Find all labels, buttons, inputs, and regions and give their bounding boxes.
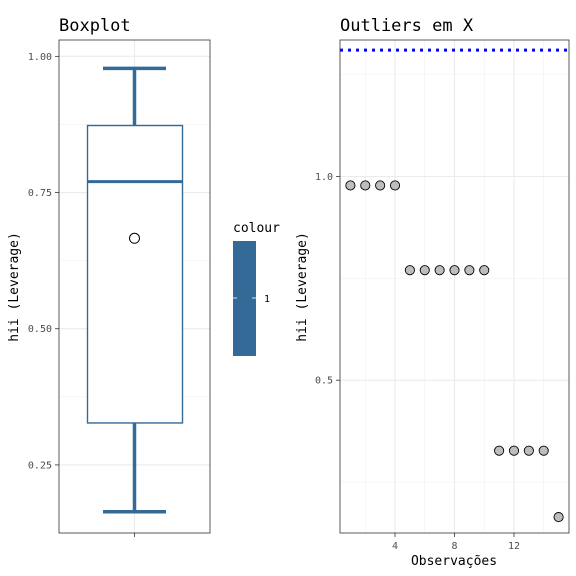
boxplot-box — [86, 66, 184, 514]
scatter-point — [345, 180, 356, 191]
scatter-x-axis-title: Observações — [411, 554, 497, 569]
scatter-point — [479, 265, 490, 276]
scatter-point — [494, 445, 505, 456]
scatter-point — [508, 445, 520, 456]
scatter-points — [345, 180, 564, 523]
scatter-point — [523, 445, 534, 456]
boxplot-y-tick-label: 0.50 — [28, 324, 52, 335]
scatter-x-ticks: 4 8 12 — [392, 533, 520, 552]
scatter-point — [553, 512, 564, 523]
scatter-title: Outliers em X — [340, 16, 474, 36]
scatter-y-ticks: 0.5 1.0 — [315, 172, 340, 387]
boxplot-title: Boxplot — [59, 16, 131, 36]
scatter-y-axis-title: hii (Leverage) — [295, 232, 310, 342]
boxplot-y-tick-label: 0.25 — [28, 460, 52, 471]
legend-title: colour — [233, 221, 280, 236]
boxplot-y-tick-label: 1.00 — [28, 52, 52, 63]
scatter-y-tick-label: 0.5 — [315, 376, 333, 387]
scatter-gridlines — [340, 40, 569, 533]
scatter-y-tick-label: 1.0 — [315, 172, 333, 183]
scatter-panel: Outliers em X 0.5 1.0 4 8 12 Observações hi… — [295, 16, 570, 569]
boxplot-y-axis-title: hii (Leverage) — [7, 232, 22, 342]
boxplot-y-ticks: 0.25 0.50 0.75 1.00 — [28, 52, 59, 471]
scatter-point — [434, 265, 445, 276]
legend-label: 1 — [264, 294, 270, 305]
interquartile-box — [86, 124, 184, 424]
boxplot-y-tick-label: 0.75 — [28, 188, 52, 199]
scatter-point — [375, 180, 386, 191]
legend: colour 1 — [233, 221, 280, 356]
scatter-point — [538, 445, 549, 456]
scatter-point — [404, 265, 415, 276]
scatter-x-tick-label: 8 — [451, 541, 457, 552]
mean-point — [129, 232, 140, 244]
scatter-point — [449, 265, 460, 276]
scatter-x-tick-label: 12 — [508, 541, 520, 552]
scatter-point — [389, 180, 401, 191]
scatter-point — [464, 265, 475, 276]
scatter-x-tick-label: 4 — [392, 541, 398, 552]
scatter-point — [360, 180, 371, 191]
legend-key — [233, 241, 256, 356]
boxplot-panel: Boxplot 0.25 0.50 0.75 1.00 hii (Leverage) — [7, 16, 211, 537]
scatter-point — [419, 265, 430, 276]
